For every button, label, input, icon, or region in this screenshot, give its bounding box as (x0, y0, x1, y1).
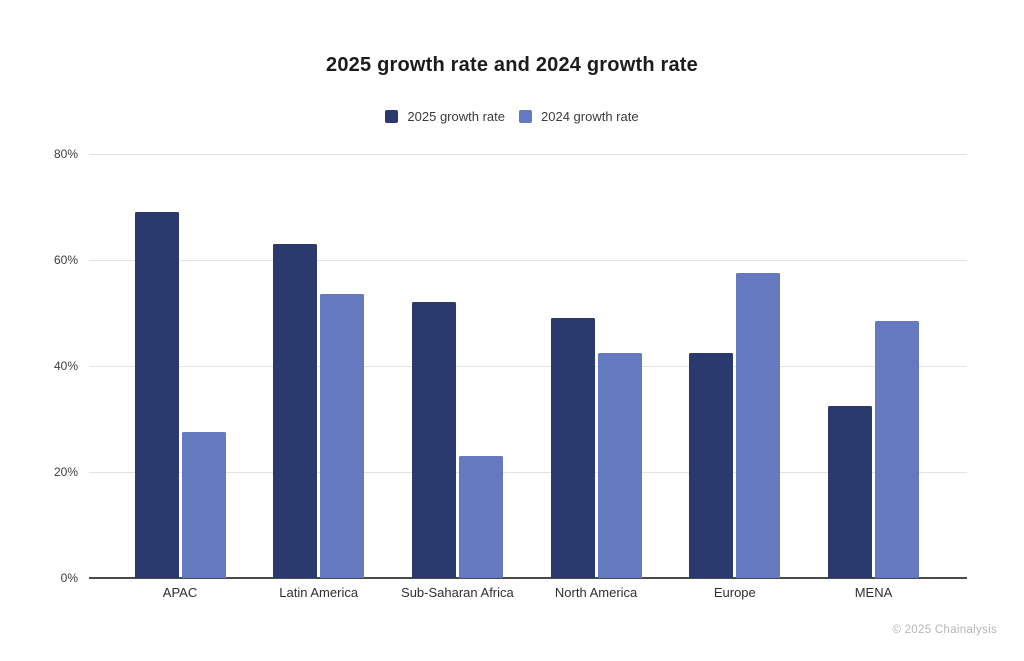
x-axis-category-label: North America (554, 585, 638, 600)
x-axis-category-label: APAC (162, 585, 198, 600)
bar-2024-sub-saharan-africa (458, 456, 503, 578)
legend-label-2024: 2024 growth rate (541, 109, 639, 124)
y-axis-tick-label: 80% (53, 147, 78, 161)
y-gridline (89, 260, 967, 261)
y-gridline (89, 154, 967, 155)
y-axis-tick-label: 40% (53, 359, 78, 373)
legend-item-2025: 2025 growth rate (385, 109, 505, 124)
chart-title: 2025 growth rate and 2024 growth rate (326, 54, 698, 76)
bar-2025-europe (689, 352, 734, 578)
y-axis-tick-label: 20% (53, 465, 78, 479)
bar-2025-mena (828, 405, 872, 578)
legend-swatch-2024-icon (519, 110, 532, 123)
legend-swatch-2025-icon (385, 110, 399, 123)
x-axis-category-label: MENA (854, 585, 893, 600)
bar-2024-north-america (597, 352, 642, 578)
bar-2025-apac (134, 212, 179, 578)
y-axis-tick-label: 0% (60, 571, 78, 585)
legend-item-2024: 2024 growth rate (519, 109, 639, 124)
bar-2024-europe (736, 273, 781, 578)
bar-2024-latin-america (320, 294, 365, 578)
x-axis-category-label: Sub-Saharan Africa (401, 585, 514, 600)
y-axis-tick-label: 60% (53, 253, 78, 267)
bar-2024-mena (875, 320, 919, 578)
bar-2024-apac (181, 432, 226, 578)
copyright-note: © 2025 Chainalysis (892, 624, 997, 636)
legend-label-2025: 2025 growth rate (407, 109, 505, 124)
legend: 2025 growth rate 2024 growth rate (0, 109, 1024, 124)
x-axis-category-label: Europe (713, 585, 756, 600)
y-gridline (89, 472, 967, 473)
x-axis-category-label: Latin America (279, 585, 359, 600)
bar-2025-north-america (550, 318, 595, 578)
x-axis-line (89, 577, 967, 579)
bar-2025-latin-america (273, 244, 318, 578)
y-gridline (89, 366, 967, 367)
bar-2025-sub-saharan-africa (411, 302, 456, 578)
